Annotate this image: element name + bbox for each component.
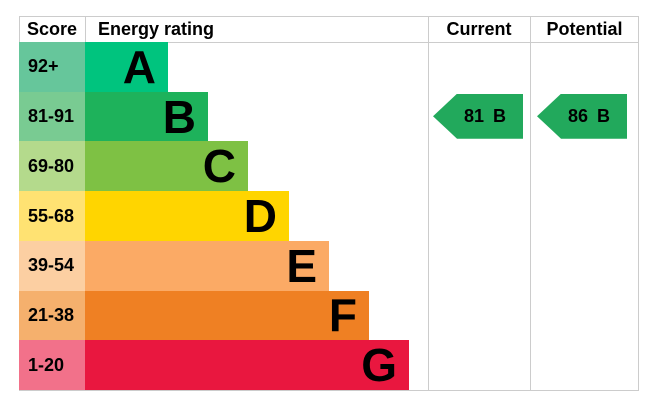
score-range-cell: 39-54 (19, 240, 85, 291)
rating-bar: E (85, 239, 329, 292)
rating-bar: G (85, 339, 409, 392)
score-range-cell: 81-91 (19, 91, 85, 142)
rating-letter: A (122, 40, 156, 93)
rating-letter: G (361, 339, 397, 392)
potential-rating-letter: B (597, 105, 611, 126)
rating-band-row: 21-38 F (19, 289, 639, 342)
rating-bar: A (85, 42, 168, 92)
header-bottom-border (19, 42, 639, 43)
rating-bar: F (85, 289, 369, 342)
rating-band-row: 81-91 B (19, 90, 639, 143)
score-range-cell: 55-68 (19, 191, 85, 241)
energy-rating-column-header: Energy rating (98, 19, 215, 39)
score-column-header: Score (26, 19, 78, 39)
rating-letter: C (202, 140, 236, 193)
header-left-border (19, 16, 20, 42)
rating-bar: C (85, 140, 248, 193)
rating-band-row: 39-54 E (19, 239, 639, 292)
score-range-cell: 92+ (19, 42, 85, 92)
current-column-header: Current (446, 19, 512, 39)
rating-letter: D (243, 190, 277, 243)
rating-bar: D (85, 191, 289, 241)
current-score: 81 (463, 105, 485, 126)
potential-column-left-border (530, 16, 531, 391)
rating-letter: F (328, 289, 357, 342)
table-top-border (19, 16, 639, 17)
score-column-divider (85, 16, 86, 42)
rating-band-row: 1-20 G (19, 339, 639, 392)
potential-score: 86 (567, 105, 589, 126)
score-range-cell: 69-80 (19, 141, 85, 192)
rating-band-row: 69-80 C (19, 140, 639, 193)
score-range-cell: 21-38 (19, 290, 85, 341)
rating-bands: 92+ A 81-91 B 69-80 C 55-68 D 39-54 (19, 42, 639, 392)
current-rating-letter: B (493, 105, 507, 126)
potential-column-header: Potential (546, 19, 623, 39)
table-right-border (638, 16, 639, 391)
rating-letter: E (286, 239, 317, 292)
current-column-left-border (428, 16, 429, 391)
rating-band-row: 92+ A (19, 42, 639, 92)
rating-bar: B (85, 90, 208, 143)
rating-band-row: 55-68 D (19, 191, 639, 241)
score-range-cell: 1-20 (19, 340, 85, 391)
table-bottom-border (19, 390, 639, 391)
rating-letter: B (162, 90, 196, 143)
